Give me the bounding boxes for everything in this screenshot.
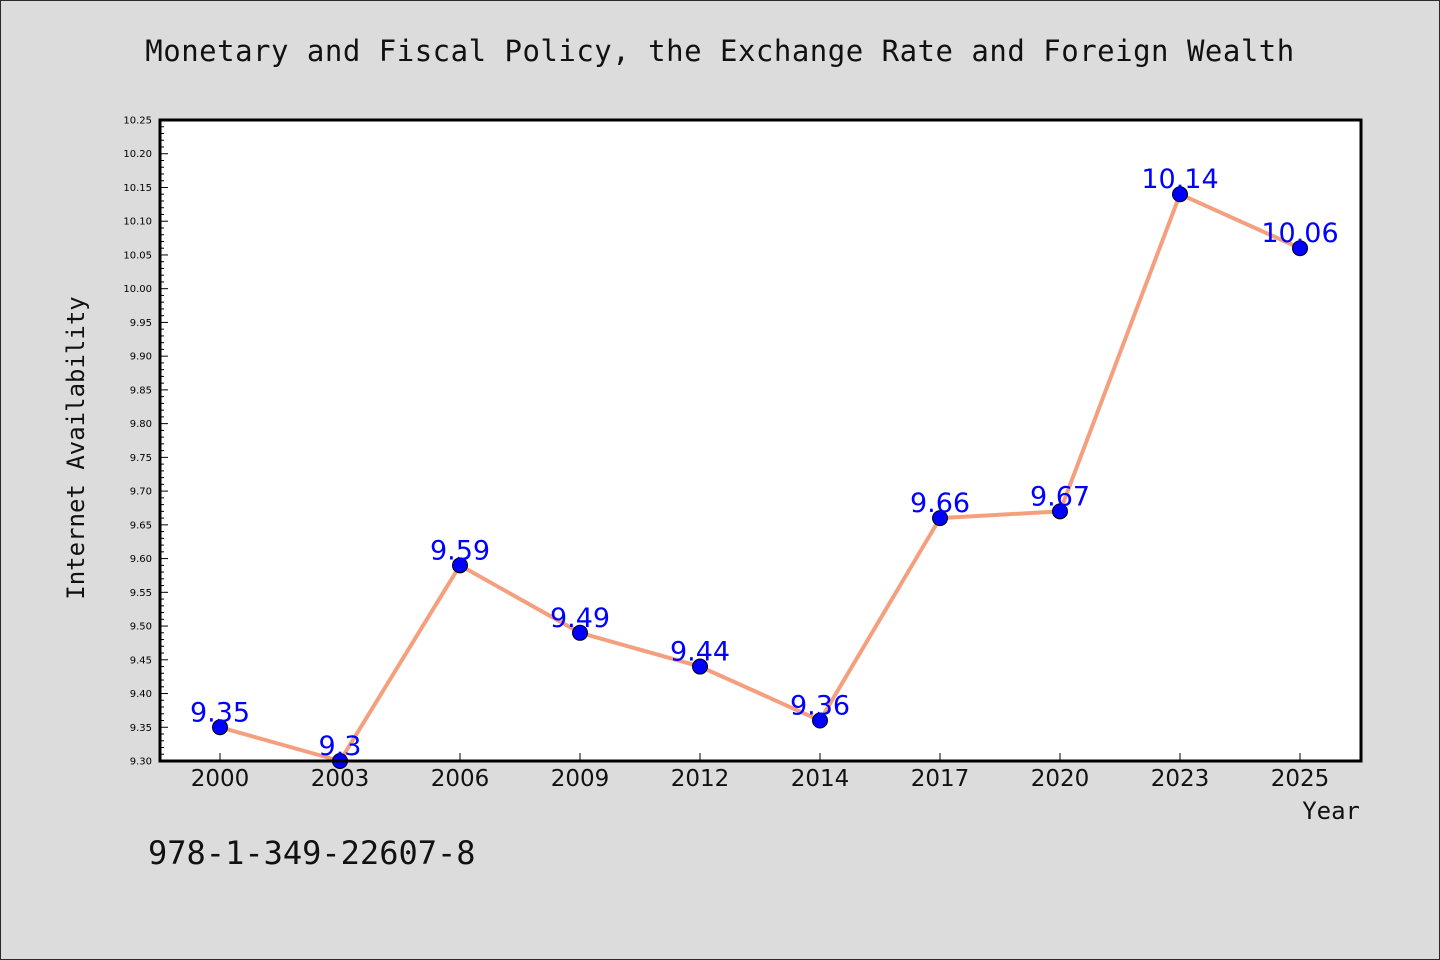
y-tick-label: 9.50 [130,622,152,633]
series-line [218,192,1302,763]
data-point-marker [932,510,948,527]
x-tick-label: 2020 [1031,766,1090,792]
plot-area [160,120,1361,761]
x-tick-label: 2023 [1151,766,1210,792]
data-label: 10.14 [1141,164,1218,195]
y-tick-label: 10.25 [123,116,152,127]
y-tick-label: 9.95 [130,318,152,329]
x-tick-label: 2006 [431,766,490,792]
data-label: 10.06 [1261,218,1338,249]
data-label: 9.59 [430,535,490,566]
y-tick-label: 9.80 [130,419,152,430]
x-tick-label: 2017 [911,766,970,792]
x-tick-label: 2009 [551,766,610,792]
plot-border [158,118,1363,763]
y-tick-label: 10.00 [123,284,152,295]
data-point-marker [452,557,468,574]
data-point-marker [212,719,228,736]
data-point-marker [572,624,588,641]
x-tick-label: 2012 [671,766,730,792]
y-tick-label: 10.15 [123,183,152,194]
y-tick-label: 9.60 [130,554,152,565]
y-tick-label: 9.55 [130,588,152,599]
chart-title: Monetary and Fiscal Policy, the Exchange… [145,34,1295,68]
y-tick-label: 9.35 [130,723,152,734]
x-tick-label: 2014 [791,766,850,792]
data-label: 9.3 [319,731,362,762]
y-tick-label: 10.10 [123,217,152,228]
y-tick-label: 9.75 [130,453,152,464]
data-point-marker [1052,503,1068,520]
data-point-marker [1172,186,1188,203]
isbn-label: 978-1-349-22607-8 [148,834,476,872]
x-tick-label: 2025 [1271,766,1330,792]
y-tick-label: 9.30 [130,757,152,768]
y-tick-label: 9.45 [130,655,152,666]
data-label: 9.67 [1030,481,1090,512]
y-tick-label: 9.85 [130,385,152,396]
data-label: 9.66 [910,488,970,519]
data-label: 9.44 [670,637,730,668]
y-tick-label: 9.65 [130,520,152,531]
y-tick-label: 9.40 [130,689,152,700]
x-axis-label: Year [1302,797,1360,825]
data-point-marker [1292,240,1308,257]
data-label: 9.35 [190,697,250,728]
y-tick-label: 9.70 [130,487,152,498]
data-point-marker [812,712,828,729]
x-tick-label: 2000 [191,766,250,792]
x-tick-label: 2003 [311,766,370,792]
y-tick-label: 10.20 [123,149,152,160]
y-axis-label: Internet Availability [62,296,90,599]
data-label: 9.36 [790,691,850,722]
y-tick-label: 9.90 [130,352,152,363]
y-tick-label: 10.05 [123,250,152,261]
data-label: 9.49 [550,603,610,634]
data-point-marker [692,658,708,675]
